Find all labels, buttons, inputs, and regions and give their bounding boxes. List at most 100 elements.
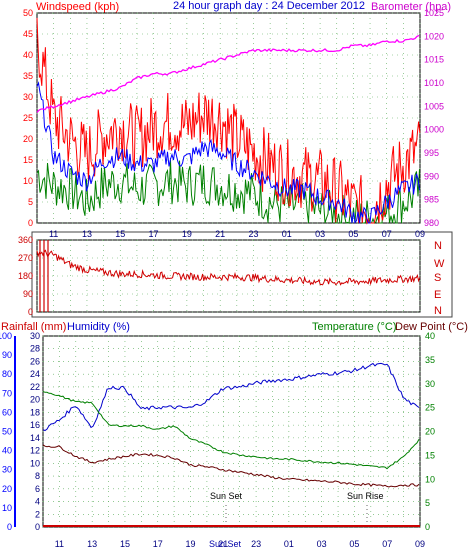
wind-direction-line bbox=[36, 249, 421, 286]
temp-y-tick: 20 bbox=[425, 427, 435, 437]
bottom-hour-tick: 17 bbox=[153, 539, 163, 549]
windspeed-axis-label: Windspeed (kph) bbox=[36, 1, 119, 13]
sunrise-label: Sun Rise bbox=[347, 491, 384, 501]
temp-y-tick: 10 bbox=[425, 474, 435, 484]
temp-y-tick: 0 bbox=[425, 522, 430, 532]
humidity-y-tick: 12 bbox=[30, 446, 40, 456]
temp-y-tick: 40 bbox=[425, 331, 435, 341]
bottom-hour-tick: 05 bbox=[349, 539, 359, 549]
direction-panel-border bbox=[31, 231, 453, 318]
humidity-y-tick: 10 bbox=[30, 458, 40, 468]
humidity-axis-label: Humidity (%) bbox=[67, 321, 130, 333]
baro-y-tick: 990 bbox=[424, 171, 439, 181]
temperature-line bbox=[42, 390, 420, 470]
rain-y-tick: 100 bbox=[0, 331, 12, 341]
humidity-y-tick: 8 bbox=[35, 471, 40, 481]
direction-label-w: W bbox=[434, 258, 445, 270]
humidity-y-tick: 28 bbox=[30, 344, 40, 354]
dir-y-tick: 90 bbox=[23, 289, 33, 299]
dir-y-tick: 180 bbox=[18, 271, 33, 281]
wind-y-tick: 10 bbox=[23, 176, 33, 186]
rain-y-tick: 0 bbox=[7, 522, 12, 532]
wind-y-tick: 25 bbox=[23, 113, 33, 123]
rain-y-tick: 60 bbox=[2, 407, 12, 417]
wind-hour-tick: 23 bbox=[248, 229, 258, 239]
humidity-y-tick: 30 bbox=[30, 331, 40, 341]
direction-label-n-top: N bbox=[434, 240, 442, 252]
humidity-y-tick: 4 bbox=[35, 497, 40, 507]
barometer-line bbox=[36, 34, 420, 113]
bottom-hour-tick: 09 bbox=[415, 539, 425, 549]
baro-y-tick: 985 bbox=[424, 195, 439, 205]
baro-y-tick: 1015 bbox=[424, 55, 444, 65]
dir-y-tick: 360 bbox=[18, 235, 33, 245]
sunset-label: Sun Set bbox=[210, 491, 243, 501]
baro-y-tick: 1020 bbox=[424, 31, 444, 41]
bottom-hour-tick: 11 bbox=[55, 539, 64, 549]
wind-y-tick: 5 bbox=[28, 197, 33, 207]
wind-hour-tick: 13 bbox=[82, 229, 92, 239]
wind-hour-tick: 09 bbox=[415, 229, 425, 239]
temp-y-tick: 5 bbox=[425, 498, 430, 508]
rain-y-tick: 10 bbox=[2, 503, 12, 513]
bottom-hour-tick: 07 bbox=[382, 539, 392, 549]
humidity-y-tick: 24 bbox=[30, 369, 40, 379]
humidity-y-tick: 6 bbox=[35, 484, 40, 494]
humidity-y-tick: 26 bbox=[30, 356, 40, 366]
bottom-hour-tick: 01 bbox=[284, 539, 294, 549]
series-lines bbox=[36, 17, 421, 527]
rain-y-tick: 30 bbox=[2, 465, 12, 475]
wind-hour-tick: 21 bbox=[215, 229, 225, 239]
wind-y-tick: 35 bbox=[23, 71, 33, 81]
rain-y-tick: 20 bbox=[2, 484, 12, 494]
rainfall-axis-label: Rainfall (mm) bbox=[1, 321, 66, 333]
wind-y-tick: 30 bbox=[23, 92, 33, 102]
baro-y-tick: 1010 bbox=[424, 78, 444, 88]
wind-hour-tick: 03 bbox=[315, 229, 325, 239]
wind-hour-tick: 01 bbox=[282, 229, 292, 239]
wind-y-tick: 50 bbox=[23, 8, 33, 18]
rain-y-tick: 80 bbox=[2, 369, 12, 379]
bottom-hour-tick: 03 bbox=[317, 539, 327, 549]
wind-y-tick: 15 bbox=[23, 155, 33, 165]
wind-hour-tick: 19 bbox=[182, 229, 192, 239]
baro-y-tick: 1005 bbox=[424, 101, 444, 111]
barometer-axis-label: Barometer (hpa) bbox=[371, 1, 451, 13]
wind-hour-tick: 15 bbox=[115, 229, 125, 239]
wind-y-tick: 45 bbox=[23, 29, 33, 39]
wind-hour-tick: 17 bbox=[149, 229, 159, 239]
wind-y-tick: 20 bbox=[23, 134, 33, 144]
wind-average-line bbox=[36, 81, 420, 224]
humidity-y-tick: 22 bbox=[30, 382, 40, 392]
humidity-y-tick: 2 bbox=[35, 509, 40, 519]
direction-label-e: E bbox=[434, 289, 441, 301]
sunset-axis-marker: Sun Set bbox=[209, 539, 242, 549]
rain-y-tick: 40 bbox=[2, 446, 12, 456]
bottom-hour-tick: 19 bbox=[186, 539, 196, 549]
humidity-y-tick: 20 bbox=[30, 395, 40, 405]
dewpoint-line bbox=[42, 444, 420, 488]
humidity-y-tick: 0 bbox=[35, 522, 40, 532]
dir-y-tick: 0 bbox=[28, 307, 33, 317]
temp-y-tick: 25 bbox=[425, 403, 435, 413]
bottom-hour-tick: 23 bbox=[251, 539, 261, 549]
windspeed-line bbox=[36, 17, 421, 225]
bottom-hour-tick: 15 bbox=[120, 539, 130, 549]
baro-y-tick: 1025 bbox=[424, 8, 444, 18]
wind-low-line bbox=[36, 159, 420, 224]
baro-y-tick: 980 bbox=[424, 218, 439, 228]
dir-y-tick: 270 bbox=[18, 253, 33, 263]
wind-hour-tick: 11 bbox=[49, 229, 58, 239]
humidity-y-tick: 14 bbox=[30, 433, 40, 443]
temperature-axis-label: Temperature (°C) bbox=[312, 321, 396, 333]
rain-y-tick: 50 bbox=[2, 427, 12, 437]
rain-y-tick: 90 bbox=[2, 350, 12, 360]
direction-label-n-bottom: N bbox=[434, 305, 442, 317]
humidity-y-tick: 16 bbox=[30, 420, 40, 430]
temp-y-tick: 15 bbox=[425, 450, 435, 460]
temp-y-tick: 30 bbox=[425, 379, 435, 389]
wind-hour-tick: 07 bbox=[382, 229, 392, 239]
